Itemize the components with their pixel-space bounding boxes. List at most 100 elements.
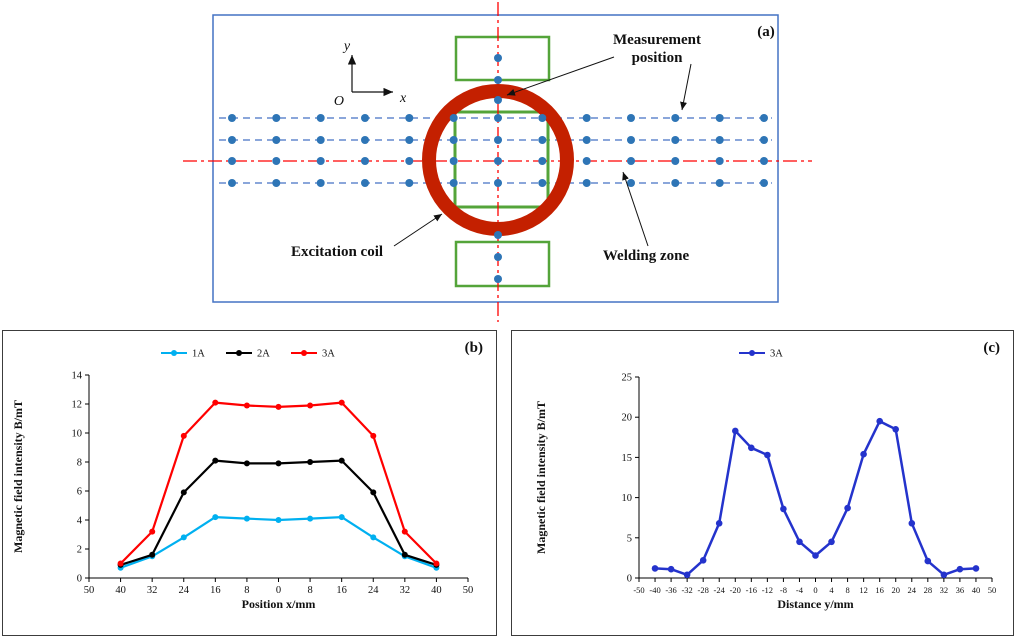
measurement-dot (582, 157, 591, 165)
y-tick-label: 12 (72, 400, 83, 411)
data-point (908, 520, 916, 527)
measurement-dot (582, 136, 591, 144)
measurement-dot (316, 157, 325, 165)
y-tick-label: 25 (622, 373, 633, 384)
measurement-dot (449, 157, 458, 165)
data-point (338, 514, 345, 521)
measurement-arrow-right (680, 63, 692, 111)
measurement-dot (494, 179, 502, 187)
y-tick-label: 4 (77, 516, 83, 527)
panel-a-label: (a) (757, 24, 775, 40)
data-point (715, 520, 723, 527)
x-tick-label: -8 (780, 585, 787, 595)
measurement-dot (715, 114, 724, 122)
data-point (370, 534, 377, 541)
schematic-svg: Measurement position Excitation coil Wel… (183, 2, 812, 322)
measurement-dots (228, 54, 768, 283)
measurement-dot (538, 179, 547, 187)
data-point (180, 534, 187, 541)
data-point (307, 459, 314, 465)
data-point (180, 489, 187, 496)
excitation-coil-ring (422, 84, 574, 236)
measurement-dot (316, 179, 325, 187)
measurement-dot (361, 136, 369, 144)
measurement-dot (627, 179, 635, 187)
chart-panel-c: 0 5 10 15 20 25 -50 -40 -36 -32 -28 -24 -20 -16 -12 -8-… (511, 330, 1014, 636)
x-tick-label: 32 (400, 585, 411, 596)
measurement-dot (627, 114, 635, 122)
measurement-dot (538, 136, 547, 144)
x-tick-label: 24 (908, 585, 917, 595)
x-tick-label: 8 (845, 585, 849, 595)
measurement-dot (316, 114, 325, 122)
x-tick-label: 24 (179, 585, 190, 596)
data-point (307, 515, 314, 522)
x-tick-label: 40 (115, 585, 126, 596)
measurement-dot (449, 179, 458, 187)
x-tick-label: 50 (988, 585, 997, 595)
x-tick-label: -40 (649, 585, 660, 595)
measurement-dot (361, 179, 369, 187)
data-point (667, 565, 675, 573)
measurement-dot (671, 136, 680, 144)
measurement-dot (228, 179, 236, 187)
data-point (370, 489, 377, 496)
x-tick-label: 0 (813, 585, 817, 595)
measurement-dot (538, 157, 547, 165)
data-point (149, 551, 156, 558)
data-point (844, 504, 851, 512)
measurement-dot (582, 114, 591, 122)
measurement-dot (715, 157, 724, 165)
x-tick-label: 16 (875, 585, 884, 595)
x-tick-label: 40 (431, 585, 442, 596)
measurement-dot (494, 253, 502, 261)
magnet-box-top (454, 35, 551, 82)
chart-panel-b: 0 2 4 6 8 10 12 14 50 40 32 24 16 8 0 8 16 24 32 40 50 Positi… (2, 330, 497, 636)
y-tick-label: 20 (622, 413, 633, 424)
data-point (796, 538, 803, 546)
excitation-coil-arrow (393, 213, 443, 247)
legend-label: 3A (322, 349, 335, 360)
x-tick-label: -24 (714, 585, 726, 595)
measurement-dot (449, 114, 458, 122)
welding-zone-label: Welding zone (603, 248, 690, 264)
x-axis-title: Position x/mm (242, 597, 316, 611)
x-tick-label: 16 (336, 585, 347, 596)
x-tick-label: -16 (746, 585, 757, 595)
data-point (370, 432, 377, 439)
measurement-dot (494, 54, 502, 62)
measurement-dot (449, 136, 458, 144)
measurement-dot (760, 114, 768, 122)
x-tick-label: 20 (891, 585, 900, 595)
data-point (243, 515, 250, 522)
data-point (275, 403, 282, 410)
measurement-dot (494, 231, 502, 239)
y-tick-label: 2 (77, 545, 82, 556)
data-point (275, 460, 282, 467)
x-tick-label: -28 (698, 585, 709, 595)
data-point (149, 528, 156, 535)
data-point (212, 399, 219, 406)
measurement-dot (627, 136, 635, 144)
measurement-dot (760, 179, 768, 187)
x-tick-label: -12 (762, 585, 773, 595)
measurement-dot (494, 136, 502, 144)
measurement-dot (272, 157, 281, 165)
data-point (699, 557, 707, 564)
y-tick-label: 6 (77, 487, 82, 498)
data-point (212, 457, 219, 464)
data-point (401, 528, 408, 535)
data-point (212, 514, 219, 521)
x-tick-label: 8 (244, 585, 249, 596)
measurement-dot (405, 136, 414, 144)
x-tick-label: 24 (368, 585, 379, 596)
x-tick-label: -50 (633, 585, 644, 595)
axis-labels: y x O (334, 39, 407, 109)
y-tick-label: 8 (77, 458, 82, 469)
data-point (732, 427, 739, 435)
x-tick-label: 32 (940, 585, 949, 595)
x-tick-label: 50 (84, 585, 95, 596)
x-tick-label: 16 (210, 585, 221, 596)
x-tick-label: 0 (276, 585, 281, 596)
measurement-position-label: Measurement (613, 32, 701, 48)
